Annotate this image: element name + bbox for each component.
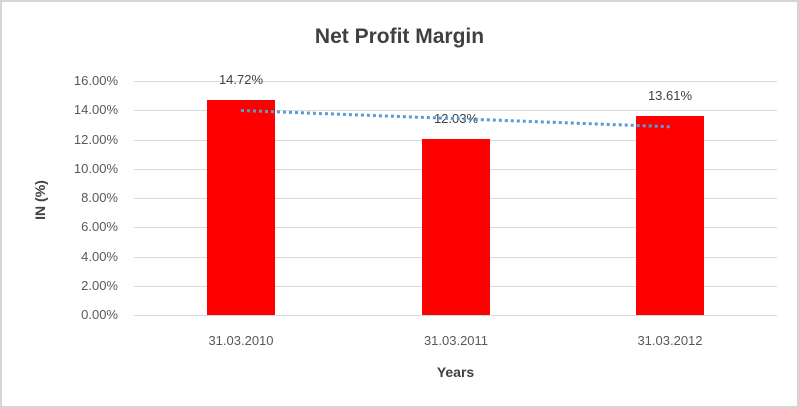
y-tick-label: 14.00%	[73, 102, 118, 117]
chart-title: Net Profit Margin	[314, 25, 485, 48]
bar-data-label: 14.72%	[218, 72, 264, 87]
bar	[636, 116, 704, 315]
x-tick-label: 31.03.2012	[637, 333, 703, 348]
x-tick-label: 31.03.2010	[208, 333, 274, 348]
gridline	[134, 81, 777, 82]
gridline	[134, 110, 777, 111]
y-tick-label: 0.00%	[81, 307, 118, 322]
bar	[207, 100, 275, 315]
y-tick-label: 12.00%	[73, 132, 118, 147]
bar-data-label: 12.03%	[433, 111, 479, 126]
y-tick-label: 8.00%	[81, 190, 118, 205]
gridline	[134, 315, 777, 316]
bar-data-label: 13.61%	[647, 88, 693, 103]
y-tick-label: 4.00%	[81, 249, 118, 264]
x-axis-title: Years	[436, 364, 475, 380]
x-tick-label: 31.03.2011	[423, 333, 489, 348]
bar	[422, 139, 490, 315]
y-tick-label: 2.00%	[81, 278, 118, 293]
y-tick-label: 10.00%	[73, 161, 118, 176]
y-tick-label: 6.00%	[81, 219, 118, 234]
y-tick-label: 16.00%	[73, 73, 118, 88]
